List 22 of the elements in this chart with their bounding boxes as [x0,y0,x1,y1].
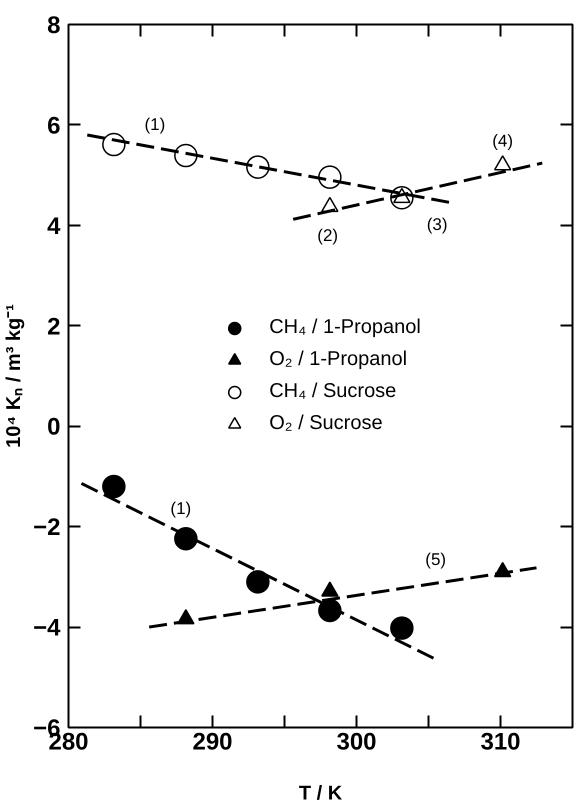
y-tick-label: −2 [33,514,61,542]
annotation: (1) [144,115,166,134]
x-tick-label: 310 [480,728,521,756]
legend-label: CH₄ / 1-Propanol [269,316,421,339]
legend-label: CH₄ / Sucrose [269,380,396,403]
annotation: (2) [317,226,338,245]
x-axis-title: T / K [298,782,343,804]
y-tick-label: 0 [47,414,61,441]
legend-label: O₂ / Sucrose [269,412,383,435]
y-tick-label: 6 [47,112,61,140]
y-tick-label: −4 [33,614,62,642]
annotation: (4) [492,132,514,151]
y-axis-title: 10⁴ Kₙ / m³ kg⁻¹ [3,304,26,448]
x-tick-label: 300 [336,728,377,756]
legend-label: O₂ / 1-Propanol [269,348,408,371]
y-tick-label: 2 [47,313,61,340]
x-tick-label: 290 [192,728,233,756]
annotation: (3) [426,214,448,234]
y-tick-label: 8 [47,12,61,39]
annotation: (1) [170,499,192,518]
y-tick-label: 4 [47,212,62,240]
annotation: (5) [425,550,446,569]
